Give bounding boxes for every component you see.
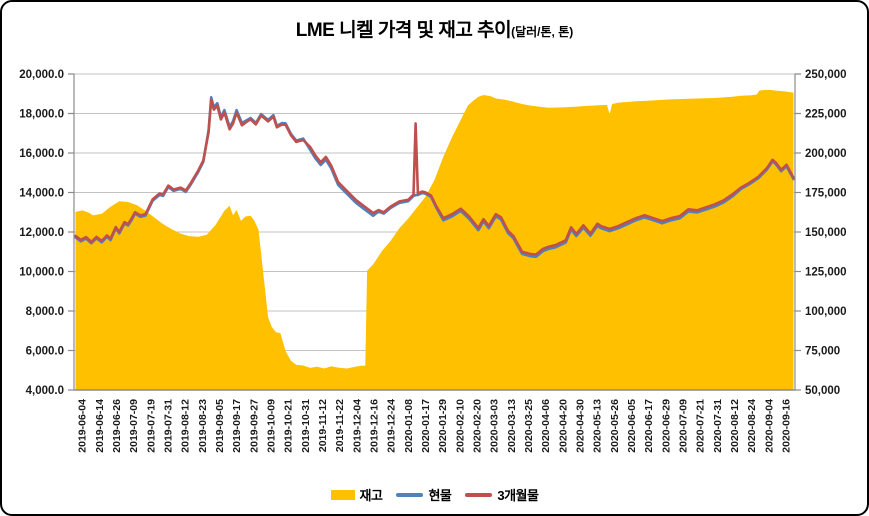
x-axis-label: 2020-01-17 bbox=[420, 399, 432, 453]
x-axis-label: 2019-08-23 bbox=[197, 399, 209, 453]
left-axis-label: 14,000.0 bbox=[19, 188, 64, 200]
x-axis-label: 2019-09-05 bbox=[214, 399, 226, 453]
legend-label-futures: 3개월물 bbox=[497, 488, 539, 503]
x-axis-label: 2019-12-16 bbox=[368, 399, 380, 453]
right-axis-label: 175,000 bbox=[805, 188, 847, 200]
right-axis-label: 150,000 bbox=[805, 227, 847, 239]
right-axis-label: 50,000 bbox=[805, 385, 840, 397]
chart-title-text: LME 니켈 가격 및 재고 추이 bbox=[295, 20, 512, 41]
right-axis-label: 125,000 bbox=[805, 267, 847, 279]
x-axis-label: 2020-09-04 bbox=[763, 399, 775, 453]
x-axis-label: 2019-07-31 bbox=[162, 399, 174, 453]
inventory-area-swatch bbox=[330, 489, 355, 500]
x-axis-label: 2020-02-10 bbox=[454, 399, 466, 453]
left-axis-label: 12,000.0 bbox=[19, 227, 64, 239]
x-axis-label: 2019-11-12 bbox=[317, 399, 329, 452]
right-axis-label: 100,000 bbox=[805, 306, 847, 318]
x-axis-label: 2020-08-24 bbox=[746, 399, 758, 453]
x-axis-label: 2019-10-31 bbox=[300, 399, 312, 453]
x-axis-label: 2019-09-27 bbox=[248, 399, 260, 453]
right-axis-label: 75,000 bbox=[805, 346, 840, 358]
x-axis-label: 2020-07-09 bbox=[677, 399, 689, 453]
x-axis-label: 2020-06-17 bbox=[643, 399, 655, 453]
legend-item-futures: 3개월물 bbox=[465, 485, 539, 504]
futures-price-line-series bbox=[74, 98, 795, 256]
legend-item-spot: 현물 bbox=[396, 485, 452, 504]
x-axis-label: 2020-02-20 bbox=[471, 399, 483, 453]
x-axis-label: 2020-04-30 bbox=[574, 399, 586, 453]
x-axis-label: 2019-06-14 bbox=[94, 399, 106, 453]
x-axis-label: 2019-10-09 bbox=[265, 399, 277, 453]
left-axis-label: 6,000.0 bbox=[26, 346, 64, 358]
legend-item-inventory: 재고 bbox=[330, 485, 383, 504]
x-axis-label: 2019-09-17 bbox=[231, 399, 243, 453]
x-axis-label: 2019-07-19 bbox=[145, 399, 157, 453]
x-axis-label: 2020-03-03 bbox=[489, 399, 501, 453]
right-axis-label: 225,000 bbox=[805, 109, 847, 121]
x-axis-label: 2019-06-26 bbox=[111, 399, 123, 453]
x-axis-label: 2020-03-25 bbox=[523, 399, 535, 453]
chart-title-unit: (달러/톤, 톤) bbox=[511, 25, 574, 39]
x-axis-label: 2020-04-06 bbox=[540, 399, 552, 453]
futures-line-swatch bbox=[465, 492, 493, 497]
left-axis-label: 16,000.0 bbox=[19, 148, 64, 160]
x-axis-label: 2020-03-13 bbox=[506, 399, 518, 453]
x-axis-label: 2019-12-04 bbox=[351, 399, 363, 453]
x-axis-label: 2019-12-24 bbox=[386, 399, 398, 453]
x-axis-label: 2020-01-08 bbox=[403, 399, 415, 453]
x-axis-label: 2020-01-29 bbox=[437, 399, 449, 453]
x-axis-label: 2020-05-26 bbox=[609, 399, 621, 453]
right-axis-label: 250,000 bbox=[805, 69, 847, 81]
x-axis-label: 2020-07-21 bbox=[695, 399, 707, 453]
x-axis-label: 2020-08-12 bbox=[729, 399, 741, 453]
inventory-area-series bbox=[75, 89, 794, 391]
x-axis-label: 2020-07-31 bbox=[712, 399, 724, 453]
x-axis-label: 2020-05-13 bbox=[592, 399, 604, 453]
left-axis-label: 20,000.0 bbox=[19, 69, 64, 81]
legend: 재고 현물 3개월물 bbox=[2, 485, 867, 504]
x-axis-label: 2020-09-16 bbox=[780, 399, 792, 453]
legend-label-spot: 현물 bbox=[428, 488, 452, 503]
x-axis-label: 2019-10-21 bbox=[283, 399, 295, 453]
legend-label-inventory: 재고 bbox=[359, 488, 383, 503]
x-axis-label: 2019-07-09 bbox=[128, 399, 140, 453]
left-axis-label: 4,000.0 bbox=[26, 385, 64, 397]
x-axis-label: 2020-04-20 bbox=[557, 399, 569, 453]
x-axis-label: 2020-06-29 bbox=[660, 399, 672, 453]
spot-line-swatch bbox=[396, 492, 424, 497]
chart-title: LME 니켈 가격 및 재고 추이(달러/톤, 톤) bbox=[2, 15, 867, 42]
left-axis-label: 8,000.0 bbox=[26, 306, 64, 318]
x-axis-label: 2019-08-12 bbox=[180, 399, 192, 453]
x-axis-label: 2019-11-22 bbox=[334, 399, 346, 452]
x-axis-label: 2020-06-05 bbox=[626, 399, 638, 453]
right-axis-label: 200,000 bbox=[805, 148, 847, 160]
left-axis-label: 18,000.0 bbox=[19, 109, 64, 121]
left-axis-label: 10,000.0 bbox=[19, 267, 64, 279]
x-axis-label: 2019-06-04 bbox=[77, 399, 89, 453]
